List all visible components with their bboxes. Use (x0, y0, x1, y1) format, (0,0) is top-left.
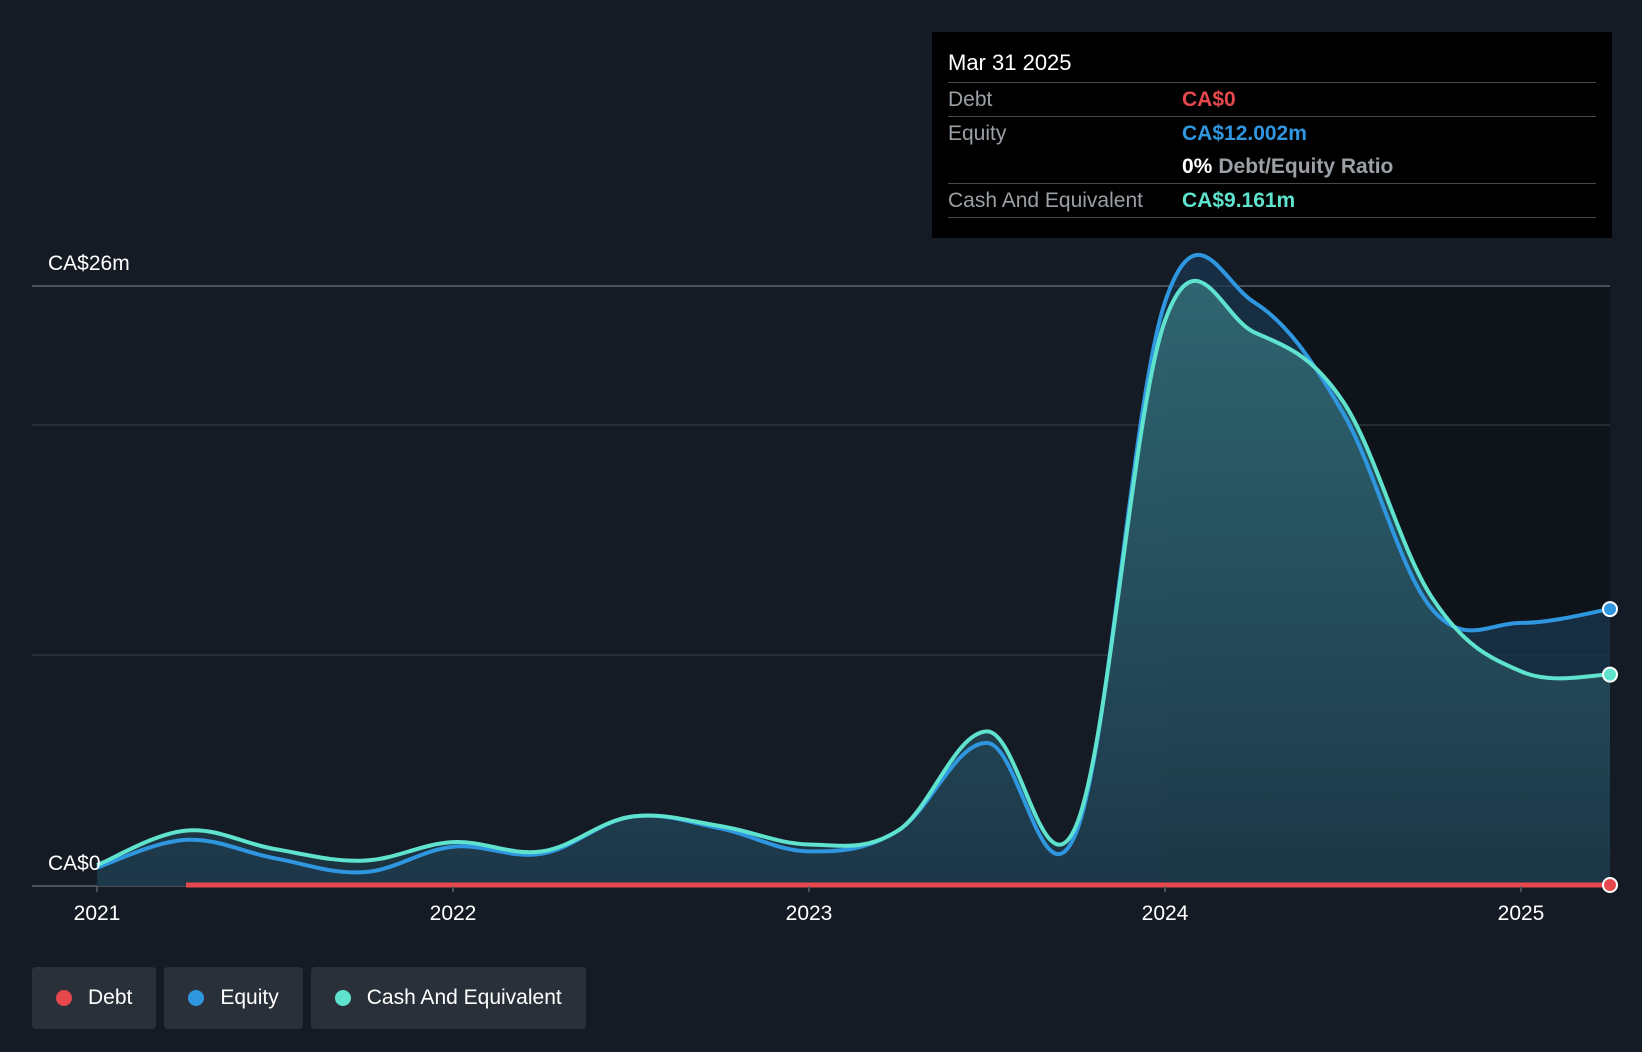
cash-line (96, 278, 1611, 868)
tooltip-debt-label: Debt (948, 87, 993, 111)
legend-label-cash: Cash And Equivalent (366, 986, 562, 1009)
tooltip-equity-label: Equity (948, 121, 1007, 145)
tooltip-equity-row: Equity CA$12.002m (948, 117, 1596, 150)
cash-dot-icon (334, 990, 351, 1006)
cash-end-marker[interactable] (1602, 666, 1618, 683)
y-tick-label-max: CA$26m (48, 252, 130, 275)
tooltip-debt-value: CA$0 (1182, 87, 1236, 111)
axis-labels: CA$26m CA$0 2021 2022 2023 2024 2025 (48, 252, 1544, 925)
debt-dot-icon (56, 990, 72, 1006)
x-tick-label: 2021 (74, 902, 121, 925)
legend-item-cash[interactable]: Cash And Equivalent (310, 967, 586, 1029)
cash-area (97, 280, 1610, 886)
y-tick-label-zero: CA$0 (48, 852, 101, 875)
x-tick-label: 2023 (786, 902, 833, 925)
legend: Debt Equity Cash And Equivalent (32, 967, 586, 1029)
tooltip-cash-row: Cash And Equivalent CA$9.161m (948, 184, 1596, 218)
equity-dot-icon (188, 990, 205, 1006)
x-tick-label: 2024 (1142, 902, 1189, 925)
legend-label-debt: Debt (88, 986, 133, 1009)
tooltip-debt-row: Debt CA$0 (948, 83, 1596, 117)
debt-end-marker[interactable] (1602, 877, 1618, 893)
legend-label-equity: Equity (220, 986, 279, 1009)
series-lines (96, 253, 1611, 888)
equity-line (96, 253, 1611, 875)
series-end-markers (1602, 601, 1618, 893)
tooltip-ratio-value: 0% (1182, 154, 1213, 178)
x-tick-label: 2022 (430, 902, 477, 925)
tooltip-ratio-label: Debt/Equity Ratio (1218, 154, 1394, 178)
legend-item-debt[interactable]: Debt (32, 967, 157, 1029)
tooltip-date: Mar 31 2025 (948, 46, 1596, 83)
tooltip-ratio-row: 0% Debt/Equity Ratio (948, 150, 1596, 184)
tooltip-equity-value: CA$12.002m (1182, 121, 1307, 145)
tooltip: Mar 31 2025 Debt CA$0 Equity CA$12.002m … (932, 32, 1612, 238)
equity-end-marker[interactable] (1602, 601, 1618, 618)
tooltip-cash-label: Cash And Equivalent (948, 188, 1143, 212)
tooltip-cash-value: CA$9.161m (1182, 188, 1296, 212)
x-tick-label: 2025 (1498, 902, 1545, 925)
series-areas (97, 254, 1610, 886)
legend-item-equity[interactable]: Equity (164, 967, 303, 1029)
